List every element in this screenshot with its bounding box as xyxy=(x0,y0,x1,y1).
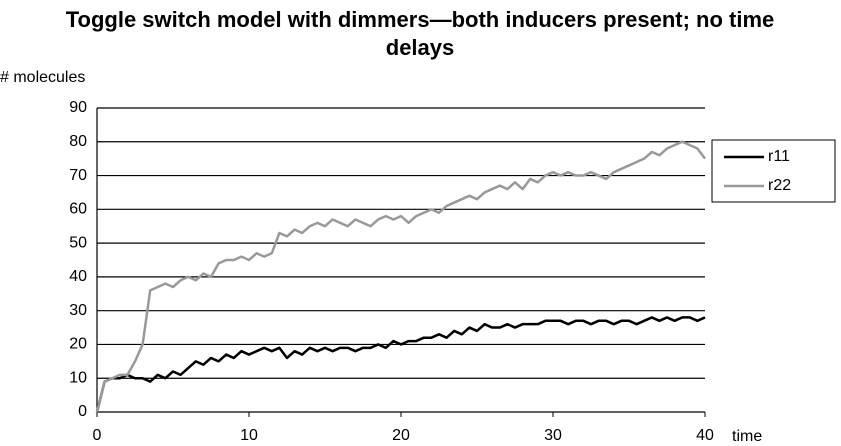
y-tick-label: 30 xyxy=(69,302,87,319)
legend-label: r11 xyxy=(768,148,790,165)
legend-label: r22 xyxy=(768,177,791,194)
y-tick-label: 90 xyxy=(69,99,87,116)
y-axis-label: # molecules xyxy=(0,69,85,86)
chart-title: Toggle switch model with dimmers—both in… xyxy=(65,7,775,60)
x-axis-label: time xyxy=(732,428,762,445)
series-line xyxy=(95,316,706,413)
y-tick-label: 70 xyxy=(69,167,87,184)
x-tick-label: 30 xyxy=(544,427,562,444)
y-tick-label: 40 xyxy=(69,268,87,285)
y-tick-label: 0 xyxy=(78,403,87,420)
x-tick-label: 0 xyxy=(93,427,102,444)
x-tick-label: 20 xyxy=(392,427,410,444)
legend-box xyxy=(711,139,836,203)
y-tick-label: 50 xyxy=(69,234,87,251)
series-line xyxy=(95,140,707,413)
x-tick-label: 10 xyxy=(240,427,258,444)
y-tick-label: 60 xyxy=(69,201,87,218)
y-tick-label: 10 xyxy=(69,369,87,386)
y-tick-label: 80 xyxy=(69,133,87,150)
x-tick-label: 40 xyxy=(696,427,714,444)
y-tick-label: 20 xyxy=(69,336,87,353)
